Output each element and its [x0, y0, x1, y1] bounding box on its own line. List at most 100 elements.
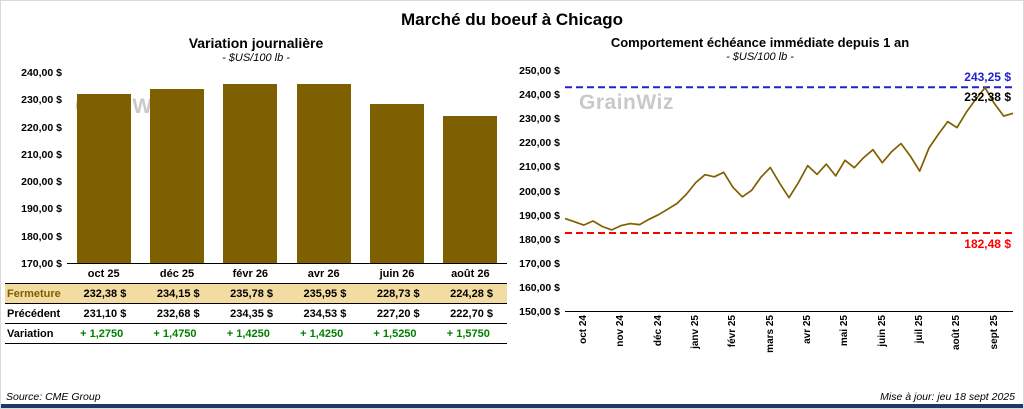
- last-price-label: 232,38 $: [964, 90, 1011, 105]
- table-cell: 228,73 $: [360, 284, 434, 304]
- grainwiz-watermark-right: GrainWiz: [579, 91, 674, 114]
- table-cell: + 1,4750: [140, 324, 214, 344]
- table-cell: 235,95 $: [287, 284, 361, 304]
- bar: [76, 93, 131, 263]
- table-cell: 222,70 $: [433, 304, 507, 324]
- left-chart-subtitle: - $US/100 lb -: [222, 52, 290, 64]
- month-row-spacer: [5, 264, 67, 284]
- page-title: Marché du boeuf à Chicago: [401, 10, 623, 29]
- price-table: Fermeture 232,38 $234,15 $235,78 $235,95 …: [5, 284, 507, 344]
- x-axis-label-cell: janv 25: [677, 312, 714, 362]
- y-axis-tick-label: 210,00 $: [519, 161, 560, 174]
- x-axis-label: juin 25: [876, 315, 888, 347]
- bar-slot: [434, 73, 507, 263]
- table-cell: 234,15 $: [140, 284, 214, 304]
- x-axis-label: mars 25: [764, 315, 776, 353]
- right-chart-title: Comportement échéance immédiate depuis 1…: [610, 35, 910, 50]
- bar: [223, 84, 278, 263]
- table-row-precedent: Précédent 231,10 $232,68 $234,35 $234,53 …: [5, 304, 507, 324]
- table-cell: + 1,4250: [287, 324, 361, 344]
- line-plot: GrainWiz 243,25 $ 232,38 $ 182,48 $: [565, 70, 1013, 312]
- updated-text: Mise à jour: jeu 18 sept 2025: [880, 391, 1015, 403]
- bar-slot: [287, 73, 360, 263]
- y-axis-tick-label: 160,00 $: [519, 281, 560, 294]
- bar-slot: [140, 73, 213, 263]
- x-axis-label-cell: déc 24: [640, 312, 677, 362]
- x-axis-label: avr 25: [802, 315, 814, 344]
- y-axis-tick-label: 170,00 $: [519, 257, 560, 270]
- y-axis-tick-label: 180,00 $: [519, 233, 560, 246]
- table-cell: 227,20 $: [360, 304, 434, 324]
- x-axis-label-cell: févr 25: [714, 312, 751, 362]
- bar: [149, 88, 205, 263]
- y-axis-tick-label: 190,00 $: [519, 209, 560, 222]
- y-axis-tick-label: 240,00 $: [519, 89, 560, 102]
- table-cell: 224,28 $: [433, 284, 507, 304]
- row-label: Variation: [5, 324, 67, 344]
- contract-month-label: févr 26: [213, 264, 287, 284]
- y-axis-tick-label: 220,00 $: [21, 121, 62, 134]
- bar-slot: [67, 73, 140, 263]
- contract-month-label: déc 25: [140, 264, 214, 284]
- x-axis-label: déc 24: [652, 315, 664, 347]
- y-axis-tick-label: 200,00 $: [519, 185, 560, 198]
- y-axis-tick-label: 230,00 $: [519, 113, 560, 126]
- panels: Variation journalière - $US/100 lb - 240…: [1, 32, 1023, 362]
- x-axis-spacer: [507, 312, 565, 362]
- source-text: Source: CME Group: [6, 391, 101, 403]
- min-line-label: 182,48 $: [964, 237, 1011, 252]
- footer: Source: CME Group Mise à jour: jeu 18 se…: [1, 391, 1023, 403]
- y-axis-tick-label: 170,00 $: [21, 258, 62, 270]
- contract-month-label: août 26: [433, 264, 507, 284]
- bar: [369, 103, 425, 263]
- table-row-variation: Variation + 1,2750 + 1,4750 + 1,4250 + 1,425…: [5, 324, 507, 344]
- x-axis-label-cell: nov 24: [602, 312, 639, 362]
- contract-month-label: juin 26: [360, 264, 434, 284]
- left-chart-title: Variation journalière: [188, 35, 324, 51]
- y-axis-tick-label: 150,00 $: [519, 306, 560, 318]
- line-chart: 250,00 $ 240,00 $ 230,00 $ 220,00 $ 210,00 $…: [507, 65, 1013, 362]
- y-axis-tick-label: 200,00 $: [21, 176, 62, 189]
- table-cell: + 1,4250: [213, 324, 287, 344]
- y-axis-tick-label: 250,00 $: [519, 65, 560, 77]
- bar-plot: GrainWiz: [67, 73, 507, 264]
- y-axis-tick-label: 180,00 $: [21, 230, 62, 243]
- x-axis-label: mai 25: [839, 315, 851, 347]
- x-axis-label: oct 24: [578, 315, 590, 344]
- table-cell: + 1,2750: [67, 324, 141, 344]
- immediate-maturity-panel: Comportement échéance immédiate depuis 1…: [507, 32, 1019, 362]
- table-cell: 232,68 $: [140, 304, 214, 324]
- price-line: [565, 86, 1013, 231]
- bar: [296, 84, 351, 263]
- max-line-label: 243,25 $: [964, 70, 1011, 85]
- x-axis-label: févr 25: [727, 315, 739, 348]
- right-chart-subtitle: - $US/100 lb -: [726, 51, 794, 63]
- price-line-svg: [565, 86, 1013, 235]
- y-axis-tick-label: 230,00 $: [21, 94, 62, 107]
- x-axis-label-cell: avr 25: [789, 312, 826, 362]
- bar: [443, 115, 498, 263]
- x-axis-label: août 25: [951, 315, 963, 351]
- y-axis-tick-label: 240,00 $: [21, 67, 62, 79]
- bar-month-row: oct 25 déc 25 févr 26 avr 26 juin 26 août 26: [5, 264, 507, 284]
- x-axis-label-cell: sept 25: [976, 312, 1013, 362]
- table-cell: 231,10 $: [67, 304, 141, 324]
- table-cell: 234,35 $: [213, 304, 287, 324]
- table-cell: 235,78 $: [213, 284, 287, 304]
- x-axis-label-cell: oct 24: [565, 312, 602, 362]
- x-axis-label: juil 25: [914, 315, 926, 344]
- line-x-labels: oct 24 nov 24 déc 24 janv 25 févr 25 mars 25 a…: [565, 312, 1013, 362]
- x-axis-label: janv 25: [690, 315, 702, 349]
- contract-month-label: oct 25: [67, 264, 141, 284]
- contract-month-label: avr 26: [287, 264, 361, 284]
- row-label: Fermeture: [5, 284, 67, 304]
- table-row-fermeture: Fermeture 232,38 $234,15 $235,78 $235,95 …: [5, 284, 507, 304]
- row-label: Précédent: [5, 304, 67, 324]
- bar-slot: [360, 73, 433, 263]
- table-cell: 234,53 $: [287, 304, 361, 324]
- daily-variation-panel: Variation journalière - $US/100 lb - 240…: [1, 32, 507, 362]
- x-axis-label: sept 25: [988, 315, 1000, 350]
- bar-slot: [214, 73, 287, 263]
- x-axis-label-cell: mai 25: [826, 312, 863, 362]
